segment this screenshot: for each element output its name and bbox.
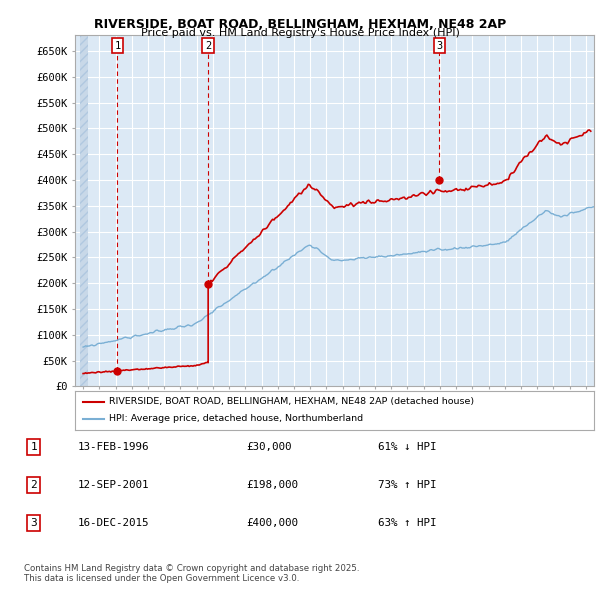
Bar: [80, 35, 88, 386]
Text: £400,000: £400,000: [246, 519, 298, 528]
Text: 13-FEB-1996: 13-FEB-1996: [78, 442, 149, 451]
Text: £30,000: £30,000: [246, 442, 292, 451]
Text: RIVERSIDE, BOAT ROAD, BELLINGHAM, HEXHAM, NE48 2AP: RIVERSIDE, BOAT ROAD, BELLINGHAM, HEXHAM…: [94, 18, 506, 31]
Text: 2: 2: [205, 41, 211, 51]
Text: 12-SEP-2001: 12-SEP-2001: [78, 480, 149, 490]
Text: Price paid vs. HM Land Registry's House Price Index (HPI): Price paid vs. HM Land Registry's House …: [140, 28, 460, 38]
Text: HPI: Average price, detached house, Northumberland: HPI: Average price, detached house, Nort…: [109, 414, 363, 423]
Text: 61% ↓ HPI: 61% ↓ HPI: [378, 442, 437, 451]
Text: 3: 3: [436, 41, 442, 51]
Text: 63% ↑ HPI: 63% ↑ HPI: [378, 519, 437, 528]
Text: 1: 1: [30, 442, 37, 451]
Text: Contains HM Land Registry data © Crown copyright and database right 2025.
This d: Contains HM Land Registry data © Crown c…: [24, 563, 359, 583]
Text: £198,000: £198,000: [246, 480, 298, 490]
Text: 73% ↑ HPI: 73% ↑ HPI: [378, 480, 437, 490]
Text: 16-DEC-2015: 16-DEC-2015: [78, 519, 149, 528]
Text: 1: 1: [115, 41, 121, 51]
Text: 3: 3: [30, 519, 37, 528]
Text: 2: 2: [30, 480, 37, 490]
Text: RIVERSIDE, BOAT ROAD, BELLINGHAM, HEXHAM, NE48 2AP (detached house): RIVERSIDE, BOAT ROAD, BELLINGHAM, HEXHAM…: [109, 398, 474, 407]
